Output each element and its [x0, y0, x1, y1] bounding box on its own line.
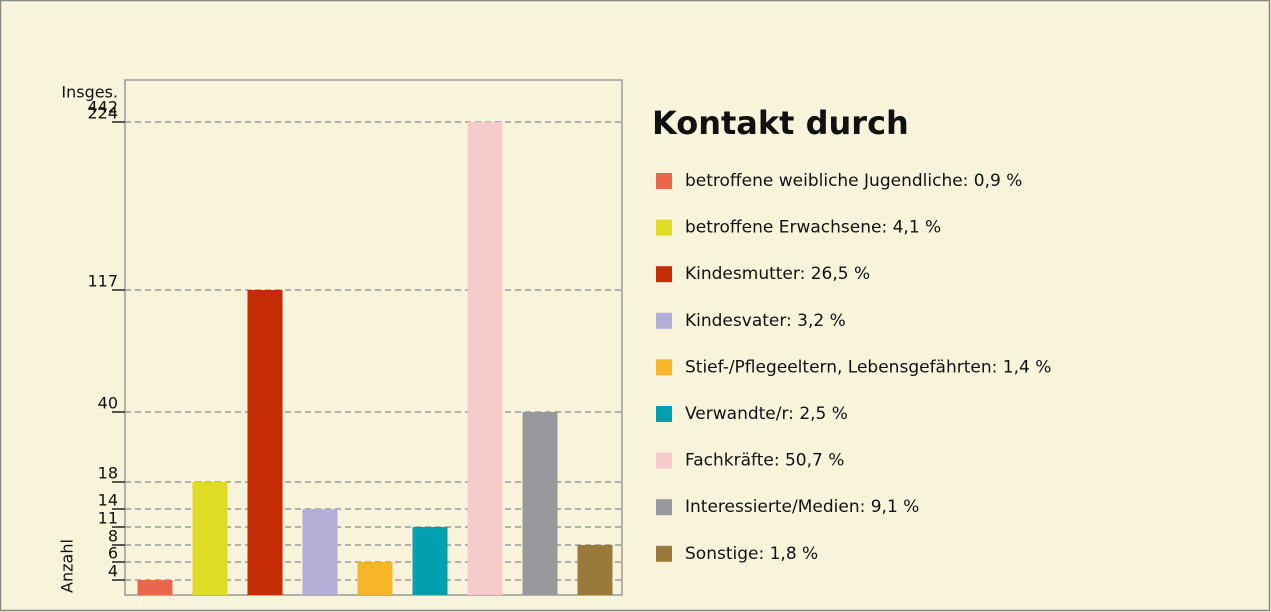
legend-label: betroffene Erwachsene: 4,1 % — [685, 218, 941, 238]
legend-swatch — [656, 219, 672, 236]
bar — [137, 580, 173, 595]
y-axis-label: Anzahl — [58, 539, 77, 593]
bar — [247, 290, 283, 595]
total-label: Insges. — [61, 83, 118, 102]
legend-label: Verwandte/r: 2,5 % — [685, 404, 848, 424]
bar — [577, 545, 613, 595]
legend-label: Kindesmutter: 26,5 % — [685, 264, 870, 284]
legend-swatch — [656, 359, 672, 376]
y-tick-label: 117 — [87, 272, 118, 291]
y-tick-label: 6 — [108, 544, 118, 563]
y-tick-label: 4 — [108, 562, 118, 581]
legend-swatch — [656, 312, 672, 329]
bar — [467, 122, 503, 595]
bar — [302, 509, 338, 595]
legend-label: Sonstige: 1,8 % — [685, 544, 818, 564]
legend-swatch — [656, 545, 672, 562]
legend-label: Interessierte/Medien: 9,1 % — [685, 497, 919, 517]
legend-label: betroffene weibliche Jugendliche: 0,9 % — [685, 171, 1022, 191]
y-tick-label: 18 — [98, 464, 118, 483]
y-tick-label: 224 — [87, 104, 118, 123]
chart-title: Kontakt durch — [652, 104, 909, 142]
bar — [192, 482, 228, 595]
legend-label: Kindesvater: 3,2 % — [685, 311, 846, 331]
bar — [522, 412, 558, 595]
bar — [357, 562, 393, 595]
legend-swatch — [656, 173, 672, 189]
legend-swatch — [656, 266, 672, 283]
y-tick-label: 8 — [108, 527, 118, 546]
legend-swatch — [656, 499, 672, 516]
y-tick-label: 14 — [98, 491, 118, 510]
total-value: 442 — [87, 98, 118, 117]
legend-label: Stief-/Pflegeeltern, Lebensgefährten: 1,… — [685, 357, 1051, 377]
bar — [412, 527, 448, 595]
y-tick-label: 11 — [98, 509, 118, 528]
legend-swatch — [656, 406, 672, 422]
legend-swatch — [656, 452, 672, 469]
legend-label: Fachkräfte: 50,7 % — [685, 451, 844, 471]
y-tick-label: 40 — [98, 394, 118, 413]
